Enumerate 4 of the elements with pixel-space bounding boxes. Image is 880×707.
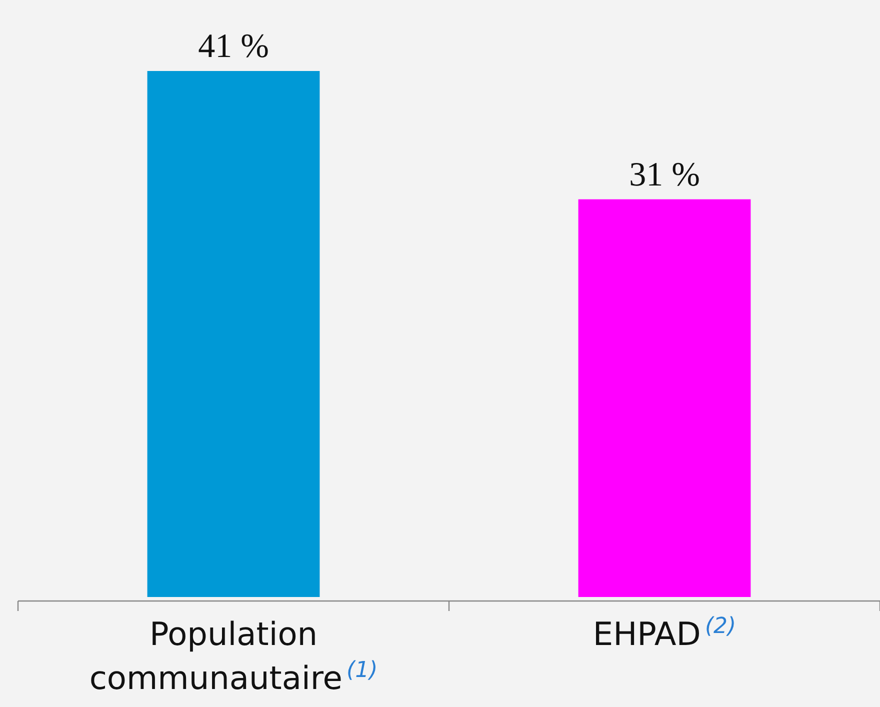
data-label: 41 % <box>198 28 269 65</box>
x-tick-label: Population communautaire$^{(1)}$ <box>89 615 378 697</box>
data-label: 31 % <box>629 156 700 194</box>
x-tick-label: EHPAD$^{(2)}$ <box>592 614 736 653</box>
